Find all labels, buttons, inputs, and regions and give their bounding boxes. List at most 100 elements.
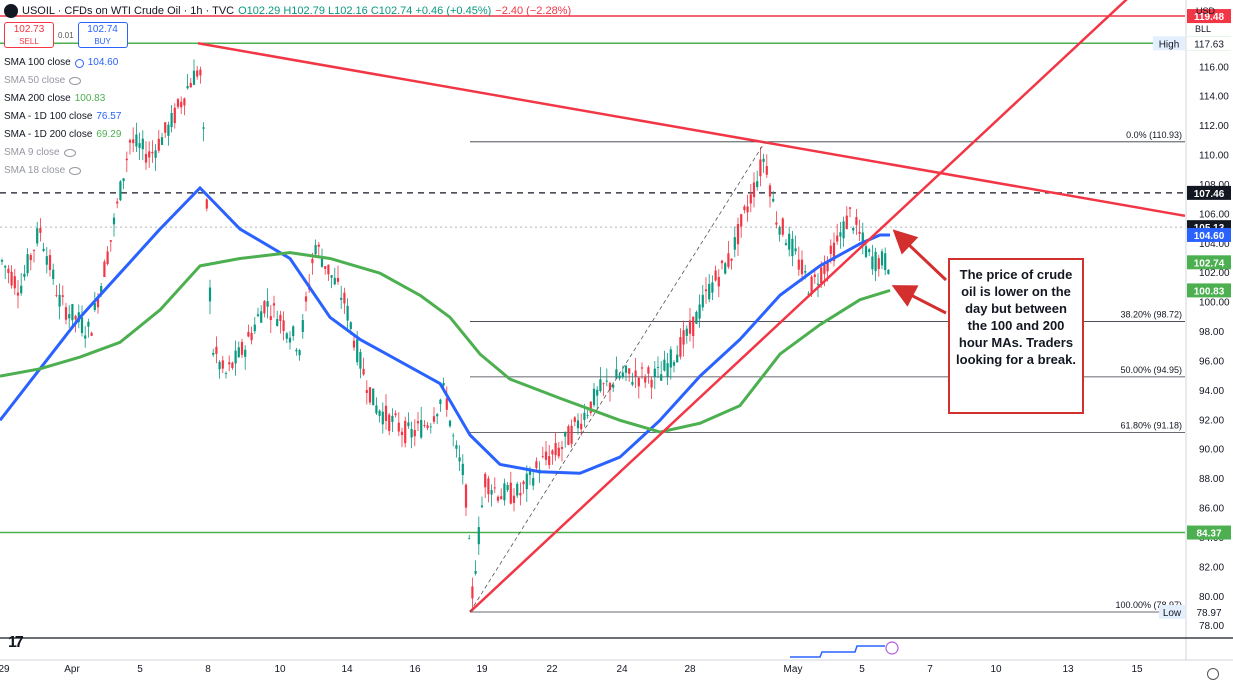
candle-body xyxy=(596,389,599,396)
x-tick-label: 10 xyxy=(274,664,286,675)
candle-body xyxy=(71,304,74,321)
candle-body xyxy=(804,271,807,273)
candle-body xyxy=(698,304,701,319)
candle-body xyxy=(618,375,621,379)
buy-button[interactable]: 102.74 BUY xyxy=(77,22,128,48)
candle-body xyxy=(164,122,167,133)
candle-body xyxy=(157,138,160,151)
candle-body xyxy=(868,249,871,253)
candle-body xyxy=(29,255,32,261)
legend-row[interactable]: SMA 50 close xyxy=(4,72,121,90)
y-tick-label: 98.00 xyxy=(1199,327,1224,338)
candle-body xyxy=(621,372,624,377)
price-label: 117.63 xyxy=(1194,39,1224,50)
candle-body xyxy=(391,415,394,422)
candle-body xyxy=(122,178,125,182)
arrow-to-sma200 xyxy=(891,285,947,315)
candle-body xyxy=(711,282,714,293)
candle-body xyxy=(506,485,509,491)
eye-off-icon[interactable] xyxy=(69,77,82,85)
legend-row[interactable]: SMA - 1D 200 close 69.29 xyxy=(4,126,121,144)
candle-body xyxy=(442,382,445,386)
y-tick-label: 96.00 xyxy=(1199,356,1224,367)
candle-body xyxy=(112,217,116,225)
candle-body xyxy=(135,134,138,147)
lightning-icon[interactable] xyxy=(885,641,899,655)
legend-row[interactable]: SMA 100 close 104.60 xyxy=(4,54,121,72)
candle-body xyxy=(730,258,733,261)
candle-body xyxy=(580,423,583,430)
candle-body xyxy=(583,412,586,420)
candle-body xyxy=(58,294,61,307)
currency-label[interactable]: USD xyxy=(1195,6,1215,16)
symbol-title[interactable]: USOIL · CFDs on WTI Crude Oil · 1h · TVC xyxy=(22,5,235,17)
price-label: 84.37 xyxy=(1196,529,1221,540)
candle-body xyxy=(592,388,596,406)
candle-body xyxy=(474,570,477,574)
legend-row[interactable]: SMA 200 close 100.83 xyxy=(4,90,121,108)
candle-body xyxy=(260,311,263,323)
candle-body xyxy=(343,292,346,304)
settings-gear-icon[interactable] xyxy=(1207,668,1219,680)
trendline[interactable] xyxy=(469,0,1180,613)
moving-average-line[interactable] xyxy=(0,251,891,434)
candle-body xyxy=(871,256,874,270)
candle-body xyxy=(215,346,218,354)
candle-body xyxy=(669,349,672,368)
candle-body xyxy=(237,347,240,358)
arrow-to-sma100 xyxy=(892,229,948,282)
cycle-icon[interactable] xyxy=(74,58,84,68)
candle-body xyxy=(20,285,23,294)
candle-body xyxy=(221,360,224,369)
candle-body xyxy=(202,127,205,129)
candle-body xyxy=(708,283,711,300)
candle-body xyxy=(567,426,570,445)
unit-label[interactable]: BLL xyxy=(1194,24,1211,34)
candle-body xyxy=(858,231,861,234)
y-tick-label: 108.00 xyxy=(1199,180,1230,191)
candle-body xyxy=(509,482,512,504)
price-label: 119.48 xyxy=(1194,12,1224,23)
candle-body xyxy=(263,301,266,314)
candle-body xyxy=(746,206,749,213)
legend-row[interactable]: SMA 9 close xyxy=(4,144,121,162)
legend-label: SMA 50 close xyxy=(4,75,66,86)
candle-body xyxy=(631,381,634,385)
candle-body xyxy=(176,99,180,107)
candle-body xyxy=(144,153,148,163)
legend-row[interactable]: SMA - 1D 100 close 76.57 xyxy=(4,108,121,126)
candle-body xyxy=(778,227,781,235)
eye-off-icon[interactable] xyxy=(69,167,82,175)
candle-body xyxy=(704,289,708,292)
legend-row[interactable]: SMA 18 close xyxy=(4,162,121,180)
trendline[interactable] xyxy=(197,42,1186,218)
y-axis-panel[interactable] xyxy=(1185,0,1233,684)
trendline[interactable] xyxy=(469,141,766,613)
candle-body xyxy=(781,218,784,235)
candle-body xyxy=(864,246,868,257)
candle-body xyxy=(100,286,103,293)
candle-body xyxy=(842,221,845,239)
sell-price: 102.73 xyxy=(13,24,45,35)
candle-body xyxy=(471,586,474,599)
fib-level-label: 38.20% (98.72) xyxy=(1120,309,1182,319)
x-tick-label: 28 xyxy=(684,664,696,675)
candle-body xyxy=(189,83,192,88)
candle-body xyxy=(848,207,852,209)
candle-body xyxy=(336,277,340,282)
price-tag-box xyxy=(1159,604,1185,619)
sell-button[interactable]: 102.73 SELL xyxy=(4,22,54,48)
x-tick-label: 24 xyxy=(616,664,628,675)
candle-body xyxy=(42,248,45,251)
candle-body xyxy=(784,243,788,245)
candle-body xyxy=(349,322,352,330)
candle-body xyxy=(487,478,490,495)
eye-off-icon[interactable] xyxy=(63,149,76,157)
moving-average-line[interactable] xyxy=(0,186,890,475)
candle-body xyxy=(186,86,189,89)
candle-body xyxy=(554,442,557,456)
candle-body xyxy=(148,151,151,158)
candle-body xyxy=(180,101,183,108)
candle-body xyxy=(490,490,493,495)
